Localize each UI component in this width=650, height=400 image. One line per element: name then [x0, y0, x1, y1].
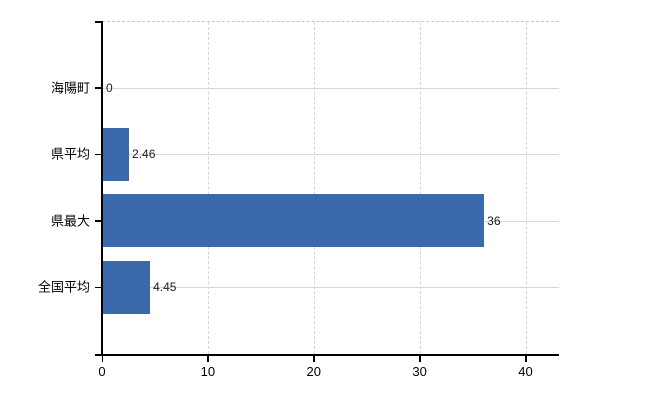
category-label: 県最大 — [50, 213, 90, 229]
vertical-gridline — [207, 22, 209, 354]
y-axis-top-tick — [95, 21, 102, 23]
x-axis-tick — [207, 355, 209, 362]
horizontal-gridline — [103, 287, 559, 289]
vertical-gridline — [525, 22, 527, 354]
bar-県平均 — [103, 127, 130, 181]
x-axis-tick — [101, 355, 103, 362]
x-axis-line — [95, 354, 559, 356]
horizontal-gridline — [103, 87, 559, 89]
category-label: 県平均 — [50, 146, 90, 162]
data-label: 36 — [487, 213, 501, 228]
x-axis-tick — [419, 355, 421, 362]
vertical-gridline — [419, 22, 421, 354]
x-tick-label: 40 — [518, 364, 533, 379]
bar-全国平均 — [103, 260, 151, 314]
x-tick-label: 10 — [200, 364, 216, 379]
y-axis-tick — [95, 153, 102, 156]
plot-top-border — [102, 21, 559, 22]
data-label: 4.45 — [153, 280, 177, 295]
category-label: 海陽町 — [50, 80, 90, 96]
y-axis-tick — [95, 286, 102, 289]
data-label: 2.46 — [132, 147, 156, 162]
x-axis-tick — [313, 355, 315, 362]
x-tick-label: 20 — [306, 364, 321, 379]
x-axis-tick — [525, 355, 527, 362]
horizontal-gridline — [103, 154, 559, 156]
data-label: 0 — [106, 80, 113, 95]
y-axis-tick — [95, 87, 102, 89]
category-label: 全国平均 — [37, 279, 90, 295]
x-tick-label: 30 — [412, 364, 427, 379]
y-axis-tick — [95, 220, 102, 222]
vertical-gridline — [313, 22, 315, 354]
y-axis-line — [101, 21, 103, 354]
bar-県最大 — [103, 194, 485, 248]
x-tick-label: 0 — [98, 364, 106, 379]
